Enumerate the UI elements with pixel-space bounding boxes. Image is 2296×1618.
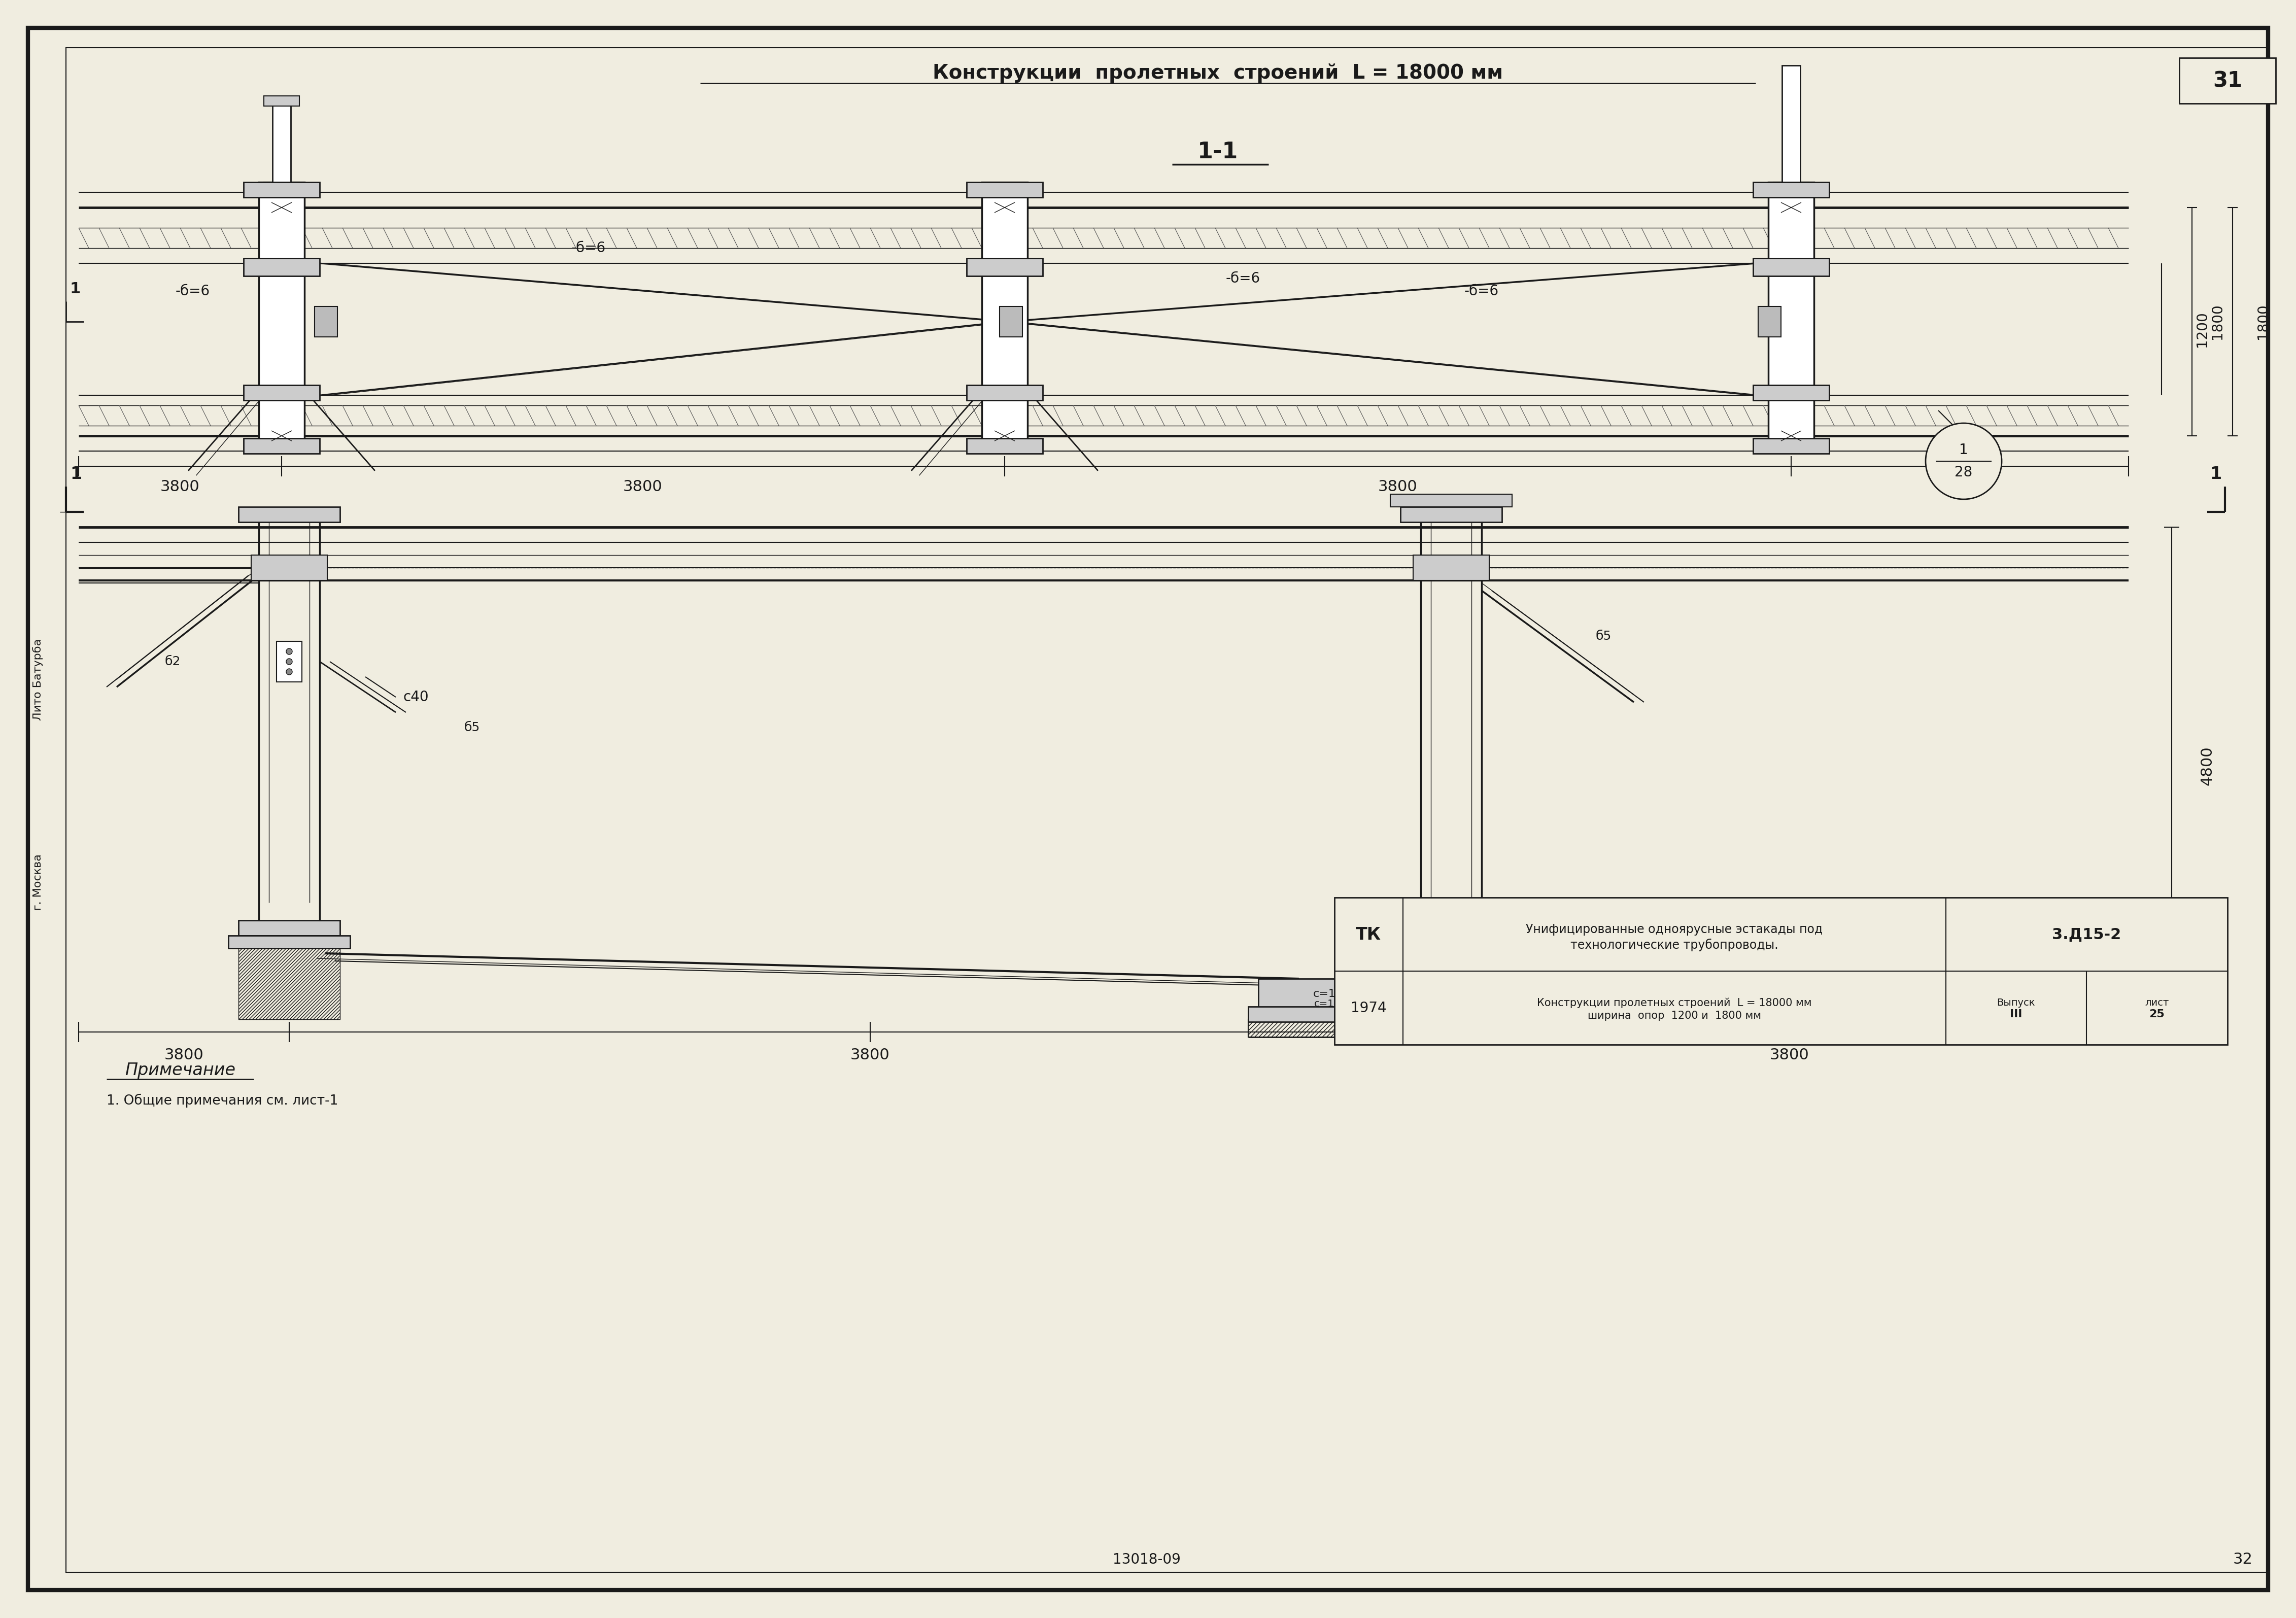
Bar <box>1258 979 1410 1010</box>
Bar <box>967 183 1042 197</box>
Text: 1: 1 <box>69 282 80 296</box>
Bar <box>2179 58 2275 104</box>
Bar <box>259 183 305 447</box>
Bar <box>264 183 298 193</box>
Text: 28: 28 <box>1954 466 1972 479</box>
Text: III: III <box>2009 1010 2023 1019</box>
Text: 1: 1 <box>2211 466 2223 482</box>
Text: -б=6: -б=6 <box>572 241 606 256</box>
Bar <box>1334 898 2227 1045</box>
Text: Выпуск: Выпуск <box>1998 998 2034 1008</box>
Bar <box>250 555 328 581</box>
Bar <box>239 506 340 523</box>
Bar <box>1773 183 1809 193</box>
Bar <box>227 935 349 948</box>
Text: 3800: 3800 <box>163 1047 204 1061</box>
Text: с=1: с=1 <box>1313 1000 1334 1010</box>
Bar <box>243 183 319 197</box>
Text: с40: с40 <box>404 689 429 704</box>
Text: ширина  опор  1200 и  1800 мм: ширина опор 1200 и 1800 мм <box>1587 1011 1761 1021</box>
Text: Конструкции  пролетных  строений  L = 18000 мм: Конструкции пролетных строений L = 18000… <box>932 63 1504 83</box>
Text: Унифицированные одноярусные эстакады под: Унифицированные одноярусные эстакады под <box>1527 924 1823 935</box>
Text: -б=6: -б=6 <box>174 285 211 298</box>
Bar <box>1782 65 1800 193</box>
Text: 1974: 1974 <box>1350 1002 1387 1014</box>
Text: б2: б2 <box>165 655 181 668</box>
Bar <box>273 100 292 193</box>
Bar <box>1412 555 1490 581</box>
Bar <box>315 306 338 337</box>
Bar <box>967 438 1042 453</box>
Bar <box>1754 259 1830 277</box>
Text: 4800: 4800 <box>2200 746 2216 785</box>
Circle shape <box>287 659 292 665</box>
Text: 1: 1 <box>71 466 83 482</box>
Text: 1-1: 1-1 <box>1199 141 1238 163</box>
Text: 1800: 1800 <box>2211 304 2225 340</box>
Text: 1200: 1200 <box>2195 311 2209 348</box>
Text: б5: б5 <box>1596 629 1612 642</box>
Text: лист: лист <box>2144 998 2170 1008</box>
Text: 31: 31 <box>2213 70 2243 91</box>
Bar <box>1754 385 1830 400</box>
Bar <box>983 183 1029 447</box>
Text: с=1: с=1 <box>1313 989 1336 998</box>
Text: ТК: ТК <box>1355 925 1382 943</box>
Text: -б=6: -б=6 <box>1465 285 1499 298</box>
Bar <box>999 306 1022 337</box>
Text: Конструкции пролетных строений  L = 18000 мм: Конструкции пролетных строений L = 18000… <box>1536 998 1812 1008</box>
Text: 1800: 1800 <box>2257 304 2271 340</box>
Bar <box>1401 1002 1502 1016</box>
Bar <box>243 438 319 453</box>
Text: 3800: 3800 <box>622 479 664 493</box>
Bar <box>1754 438 1830 453</box>
Bar <box>239 948 340 1019</box>
Bar <box>1759 306 1782 337</box>
Text: Лито Батурба: Лито Батурба <box>32 639 44 720</box>
Circle shape <box>287 668 292 675</box>
Bar <box>1754 183 1830 197</box>
Bar <box>967 259 1042 277</box>
Text: б5: б5 <box>464 722 480 733</box>
Bar <box>1391 493 1513 506</box>
Text: 3800: 3800 <box>1770 1047 1809 1061</box>
Bar <box>276 641 301 681</box>
Text: 3800: 3800 <box>1378 479 1417 493</box>
Circle shape <box>1926 424 2002 500</box>
Bar <box>1249 1006 1421 1023</box>
Text: 3800: 3800 <box>161 479 200 493</box>
Text: 3800: 3800 <box>850 1047 891 1061</box>
Text: технологические трубопроводы.: технологические трубопроводы. <box>1570 938 1779 951</box>
Bar <box>1768 183 1814 447</box>
Bar <box>1249 1019 1421 1037</box>
Bar <box>239 921 340 935</box>
Bar <box>264 95 298 107</box>
Text: 1: 1 <box>1958 443 1968 458</box>
Text: -б=6: -б=6 <box>1226 272 1261 286</box>
Text: 32: 32 <box>2232 1552 2252 1566</box>
Bar <box>243 385 319 400</box>
Text: г. Москва: г. Москва <box>32 854 44 911</box>
Bar <box>1401 506 1502 523</box>
Text: 1. Общие примечания см. лист-1: 1. Общие примечания см. лист-1 <box>106 1094 338 1107</box>
Text: 3.Д15-2: 3.Д15-2 <box>2053 927 2122 942</box>
Bar <box>967 385 1042 400</box>
Bar <box>243 259 319 277</box>
Text: 13018-09: 13018-09 <box>1114 1553 1180 1566</box>
Text: Примечание: Примечание <box>124 1061 236 1079</box>
Circle shape <box>287 649 292 655</box>
Text: 25: 25 <box>2149 1010 2165 1019</box>
